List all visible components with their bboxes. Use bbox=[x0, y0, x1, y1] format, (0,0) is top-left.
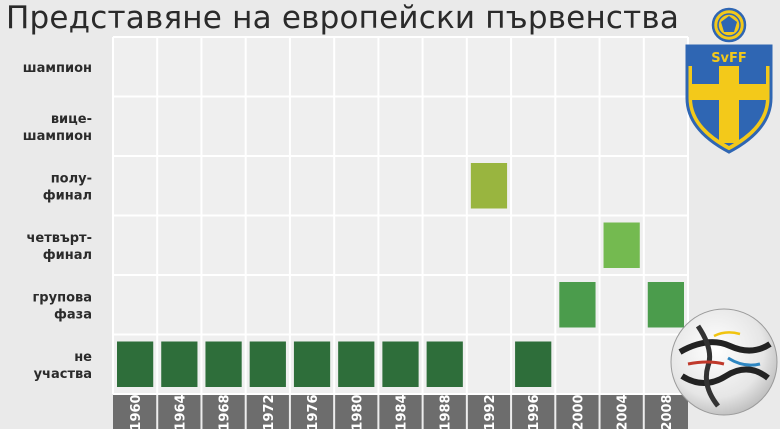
svff-crest-logo: SvFF bbox=[685, 7, 773, 154]
x-tick-label-1996: 1996 bbox=[527, 394, 542, 429]
x-tick-label-1968: 1968 bbox=[218, 394, 233, 429]
x-axis-band bbox=[113, 395, 688, 429]
y-level-label: не участва bbox=[34, 350, 93, 382]
x-tick-label-2000: 2000 bbox=[571, 394, 586, 429]
y-axis-labels: шампион вице-шампион полу-финал четвърт-фин… bbox=[23, 61, 92, 382]
result-block-1980 bbox=[338, 341, 375, 387]
x-tick-label-2004: 2004 bbox=[616, 394, 631, 429]
result-block-2004 bbox=[603, 222, 640, 268]
result-block-1972 bbox=[249, 341, 286, 387]
x-tick-label-1988: 1988 bbox=[439, 394, 454, 429]
result-block-1984 bbox=[382, 341, 419, 387]
result-block-1976 bbox=[293, 341, 331, 387]
chart-title: Представяне на европейски първенства bbox=[6, 0, 680, 36]
y-level-label: четвърт-финал bbox=[26, 231, 92, 263]
x-tick-label-1960: 1960 bbox=[129, 394, 144, 429]
x-tick-label-1984: 1984 bbox=[395, 394, 410, 429]
y-level-label: групова фаза bbox=[33, 290, 92, 322]
result-block-1996 bbox=[515, 341, 552, 387]
chart-grid bbox=[112, 36, 689, 395]
x-tick-label-1992: 1992 bbox=[483, 394, 498, 429]
x-tick-label-1964: 1964 bbox=[173, 394, 188, 429]
result-block-1988 bbox=[426, 341, 463, 387]
result-blocks bbox=[117, 163, 684, 387]
x-tick-label-1972: 1972 bbox=[262, 394, 277, 429]
result-block-2008 bbox=[647, 282, 684, 328]
y-level-label: шампион bbox=[23, 61, 92, 76]
y-level-label: вице-шампион bbox=[23, 112, 92, 144]
y-level-label: полу-финал bbox=[43, 171, 92, 203]
result-block-1968 bbox=[205, 341, 242, 387]
crest-label: SvFF bbox=[711, 51, 747, 66]
x-axis: 1960 1964 1968 1972 1976 1980 1984 1988 1992 1996… bbox=[113, 394, 688, 429]
x-tick-label-1980: 1980 bbox=[350, 394, 365, 429]
x-tick-label-1976: 1976 bbox=[306, 394, 321, 429]
result-block-1960 bbox=[117, 341, 154, 387]
result-block-1992 bbox=[470, 163, 508, 209]
result-block-2000 bbox=[559, 282, 596, 328]
soccer-ball-image bbox=[670, 308, 778, 416]
x-tick-label-2008: 2008 bbox=[660, 394, 675, 429]
result-block-1964 bbox=[161, 341, 198, 387]
